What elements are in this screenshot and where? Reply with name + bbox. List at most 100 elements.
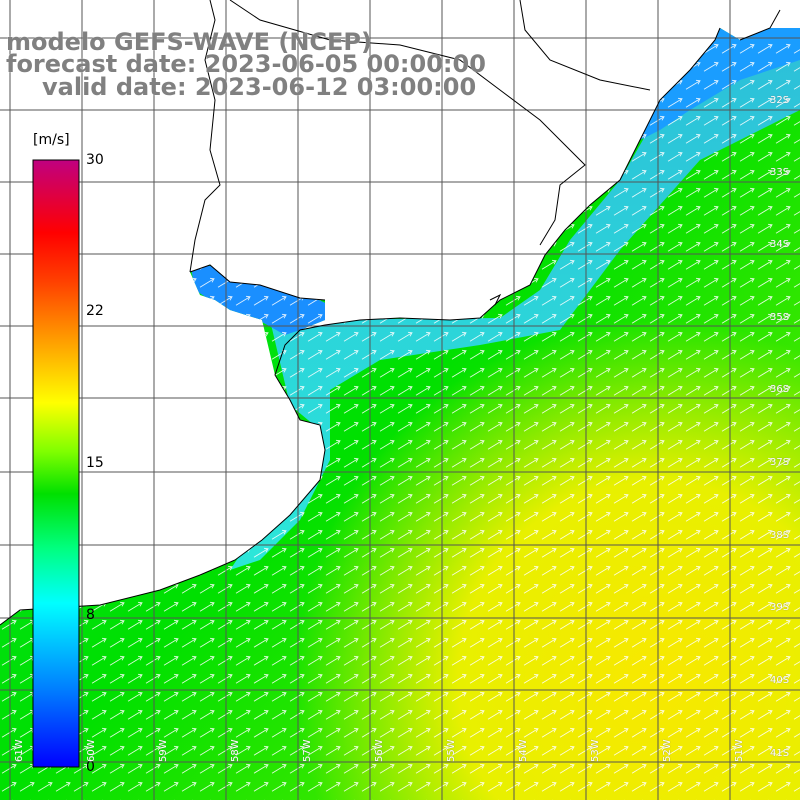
wind-arrow: [721, 115, 737, 126]
wind-arrow: [559, 673, 575, 684]
wind-arrow: [649, 331, 665, 342]
wind-arrow: [235, 493, 251, 504]
wind-arrow: [181, 691, 197, 702]
wind-arrow: [271, 493, 287, 504]
wind-arrow: [793, 79, 800, 90]
wind-arrow: [271, 673, 287, 684]
wind-arrow: [451, 259, 467, 270]
wind-arrow: [271, 583, 287, 594]
wind-arrow: [289, 565, 305, 576]
wind-arrow: [397, 673, 413, 684]
wind-arrow: [325, 565, 341, 576]
wind-arrow: [613, 349, 629, 360]
wind-arrow: [559, 781, 575, 792]
wind-arrow: [145, 277, 161, 288]
wind-arrow: [379, 457, 395, 468]
wind-arrow: [577, 565, 593, 576]
wind-arrow: [757, 241, 773, 252]
wind-arrow: [721, 277, 737, 288]
wind-arrow: [415, 475, 431, 486]
wind-arrow: [577, 619, 593, 630]
wind-arrow: [523, 313, 539, 324]
wind-arrow: [559, 205, 575, 216]
wind-arrow: [433, 529, 449, 540]
wind-arrow: [379, 133, 395, 144]
wind-arrow: [163, 457, 179, 468]
wind-arrow: [307, 691, 323, 702]
wind-arrow: [271, 313, 287, 324]
wind-arrow: [91, 673, 107, 684]
wind-arrow: [307, 205, 323, 216]
wind-arrow: [1, 709, 17, 720]
wind-arrow: [703, 259, 719, 270]
wind-arrow: [775, 583, 791, 594]
wind-arrow: [109, 781, 125, 792]
wind-arrow: [397, 529, 413, 540]
wind-arrow: [325, 619, 341, 630]
wind-arrow: [325, 529, 341, 540]
wind-arrow: [19, 511, 35, 522]
wind-arrow: [577, 763, 593, 774]
wind-arrow: [757, 619, 773, 630]
wind-arrow: [757, 313, 773, 324]
wind-arrow: [91, 493, 107, 504]
wind-arrow: [397, 781, 413, 792]
wind-arrow: [631, 439, 647, 450]
wind-arrow: [379, 331, 395, 342]
wind-arrow: [505, 169, 521, 180]
wind-arrow: [613, 241, 629, 252]
wind-arrow: [649, 277, 665, 288]
wind-arrow: [613, 583, 629, 594]
wind-arrow: [541, 583, 557, 594]
wind-arrow: [541, 313, 557, 324]
wind-arrow: [667, 241, 683, 252]
wind-arrow: [487, 763, 503, 774]
wind-arrow: [541, 745, 557, 756]
wind-arrow: [649, 79, 665, 90]
wind-arrow: [415, 367, 431, 378]
wind-arrow: [109, 151, 125, 162]
wind-arrow: [271, 151, 287, 162]
wind-arrow: [469, 673, 485, 684]
wind-arrow: [1, 493, 17, 504]
wind-arrow: [19, 223, 35, 234]
wind-arrow: [451, 529, 467, 540]
wind-arrow: [523, 727, 539, 738]
wind-arrow: [307, 619, 323, 630]
wind-arrow: [793, 727, 800, 738]
wind-arrow: [721, 43, 737, 54]
wind-arrow: [415, 781, 431, 792]
wind-arrow: [793, 619, 800, 630]
wind-arrow: [217, 673, 233, 684]
wind-arrow: [793, 673, 800, 684]
wind-arrow: [235, 403, 251, 414]
wind-arrow: [109, 223, 125, 234]
wind-arrow: [595, 763, 611, 774]
wind-arrow: [505, 727, 521, 738]
wind-arrow: [1, 259, 17, 270]
wind-arrow: [613, 727, 629, 738]
wind-arrow: [181, 439, 197, 450]
wind-arrow: [739, 61, 755, 72]
wind-arrow: [343, 457, 359, 468]
wind-arrow: [595, 529, 611, 540]
wind-arrow: [667, 673, 683, 684]
wind-arrow: [577, 475, 593, 486]
wind-arrow: [559, 511, 575, 522]
wind-arrow: [775, 151, 791, 162]
wind-arrow: [289, 529, 305, 540]
wind-arrow: [505, 745, 521, 756]
wind-arrow: [361, 691, 377, 702]
wind-arrow: [1, 475, 17, 486]
wind-arrow: [343, 745, 359, 756]
wind-arrow: [775, 457, 791, 468]
wind-arrow: [775, 511, 791, 522]
wind-arrow: [667, 709, 683, 720]
wind-arrow: [505, 331, 521, 342]
wind-arrow: [739, 97, 755, 108]
wind-arrow: [685, 367, 701, 378]
wind-arrow: [145, 331, 161, 342]
wind-arrow: [451, 655, 467, 666]
wind-arrow: [451, 439, 467, 450]
wind-arrow: [163, 115, 179, 126]
